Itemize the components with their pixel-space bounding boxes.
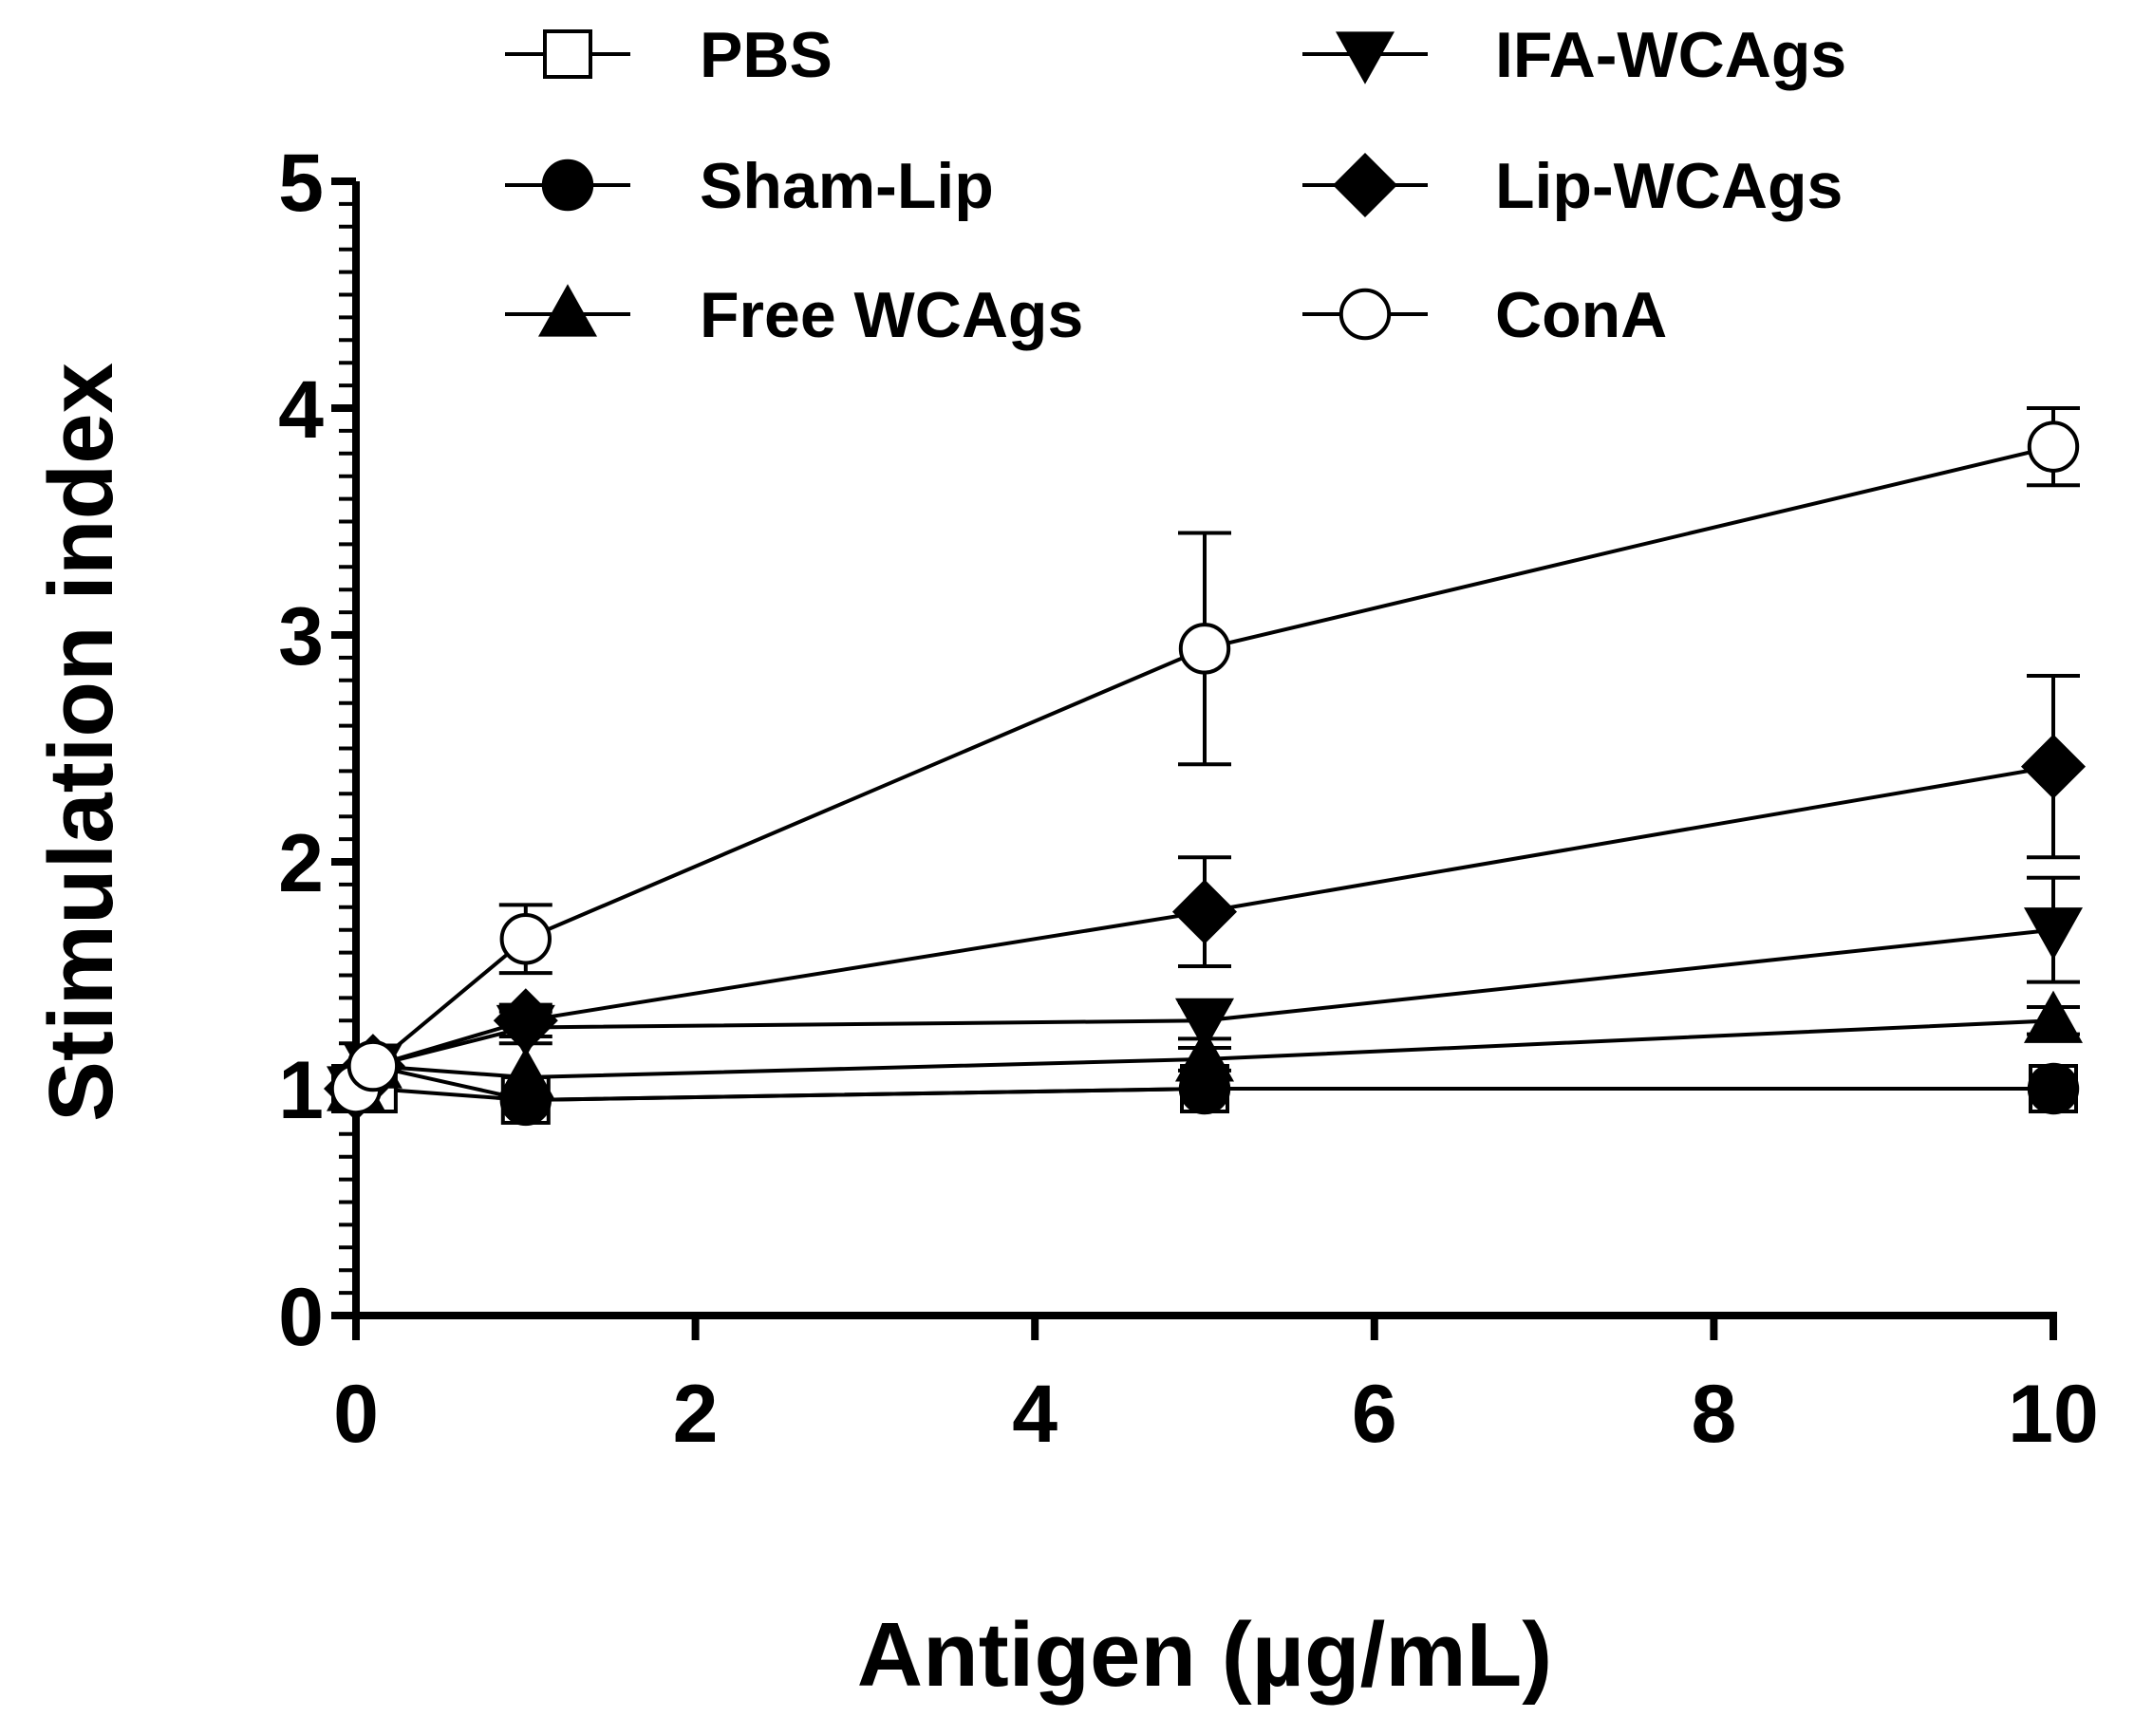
legend-label-sham-lip: Sham-Lip — [700, 150, 994, 222]
lip-wcags-point — [493, 988, 558, 1054]
error-bars — [498, 406, 2080, 1073]
y-tick-label: 1 — [278, 1045, 324, 1136]
y-tick-label: 5 — [278, 138, 324, 229]
legend-marker-lip-wcags — [1332, 152, 1398, 218]
x-tick-label: 4 — [1012, 1369, 1058, 1460]
y-tick-label: 3 — [278, 591, 324, 682]
free-wcags-point — [496, 1047, 555, 1100]
legend-label-lip-wcags: Lip-WCAgs — [1495, 150, 1843, 222]
cona-point — [499, 913, 552, 965]
legend-label-pbs: PBS — [700, 19, 833, 91]
legend-marker-sham-lip — [541, 159, 594, 212]
legend: PBS Sham-Lip Free WCAgs IFA-WCAgs Lip-WCAgs C… — [505, 19, 1846, 351]
legend-marker-ifa-wcags — [1335, 31, 1395, 84]
x-tick-label: 8 — [1691, 1369, 1736, 1460]
ifa-wcags-point — [2023, 907, 2084, 961]
legend-marker-cona — [1338, 288, 1392, 341]
y-tick-label: 4 — [278, 364, 324, 456]
cona-point — [346, 1039, 400, 1092]
legend-label-cona: ConA — [1495, 279, 1667, 351]
x-tick-label: 2 — [673, 1369, 719, 1460]
sham-lip-point — [2027, 1062, 2080, 1115]
y-axis-title: Stimulation index — [30, 363, 132, 1122]
lip-wcags-point — [1171, 879, 1238, 944]
free-wcags-point — [1174, 1029, 1235, 1082]
x-axis-title: Antigen (µg/mL) — [857, 1604, 1553, 1706]
series-markers — [323, 420, 2087, 1127]
x-tick-label: 0 — [333, 1369, 379, 1460]
x-tick-label: 6 — [1352, 1369, 1397, 1460]
legend-label-free-wcags: Free WCAgs — [700, 279, 1083, 351]
x-tick-label: 10 — [2008, 1369, 2099, 1460]
y-tick-label: 2 — [278, 818, 324, 909]
ifa-wcags-point — [1174, 998, 1235, 1051]
y-tick-label: 0 — [278, 1272, 324, 1363]
cona-point — [2027, 420, 2080, 473]
axes: 0 1 2 3 4 5 0 2 4 6 8 10 — [278, 138, 2099, 1460]
legend-marker-pbs — [543, 29, 592, 79]
legend-marker-free-wcags — [537, 284, 598, 337]
lip-wcags-point — [2020, 734, 2087, 799]
free-wcags-point — [2023, 990, 2084, 1043]
cona-point — [1178, 623, 1231, 675]
legend-label-ifa-wcags: IFA-WCAgs — [1495, 19, 1846, 91]
